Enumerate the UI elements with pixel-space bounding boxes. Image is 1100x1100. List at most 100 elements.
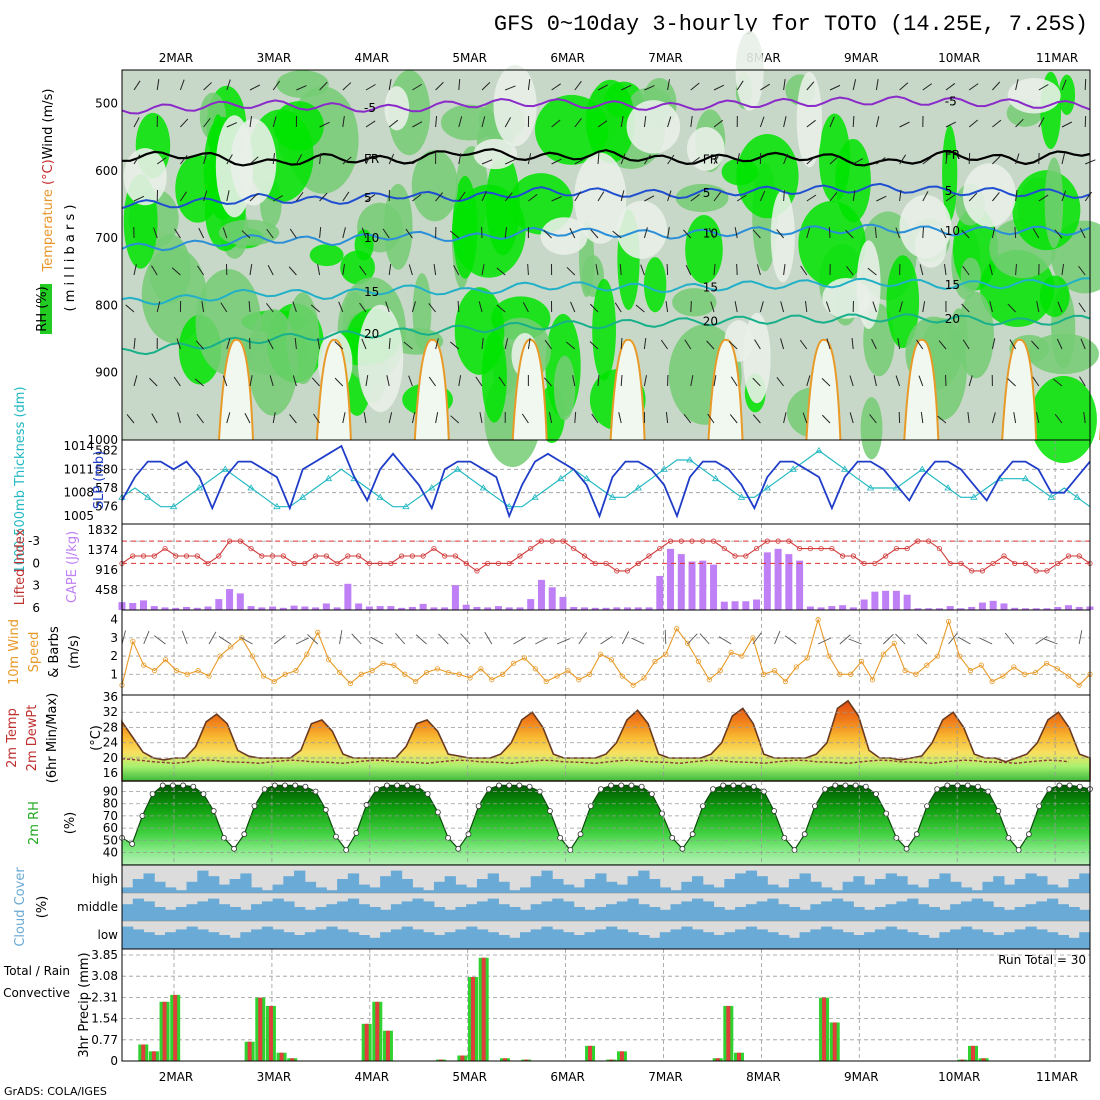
cloud-low-bar — [229, 937, 241, 949]
wind-speed-marker — [837, 671, 843, 677]
wind-barb — [706, 340, 715, 350]
wind-barb — [481, 159, 493, 165]
lifted-index-marker — [807, 545, 813, 552]
rh-marker — [445, 834, 451, 841]
wind-barb — [736, 194, 747, 202]
cloud-low-bar — [272, 929, 284, 949]
cloud-high-bar — [595, 873, 607, 893]
cloud-high-bar — [810, 881, 822, 893]
cloud-high-bar — [939, 873, 951, 893]
wind-barb — [133, 80, 141, 91]
cape-bar — [624, 607, 632, 610]
wind-barb — [156, 301, 161, 313]
wind-barb — [667, 116, 672, 128]
wind-barb-10m — [370, 636, 384, 645]
wind-barb — [591, 413, 599, 424]
cloud-high-bar — [509, 890, 521, 893]
cloud-low-bar — [401, 926, 413, 949]
date-label-top: 5MAR — [452, 51, 487, 65]
thickness-marker — [428, 484, 436, 491]
wind-barb-10m — [351, 633, 362, 645]
cloud-low-bar — [638, 935, 650, 949]
wind-barb — [754, 339, 761, 350]
precip-convective-bar — [162, 1001, 167, 1061]
cloud-high-bar — [778, 887, 790, 893]
wind-speed-marker — [413, 678, 419, 685]
wind-barb — [1054, 414, 1063, 424]
wind-speed-marker — [521, 655, 528, 661]
cloud-high-bar — [272, 884, 284, 893]
lifted-index-marker — [883, 553, 889, 559]
wind-speed-marker — [1054, 666, 1060, 672]
wind-barb — [780, 301, 785, 313]
rh-dry-area — [743, 312, 771, 404]
cloud-middle-bar — [907, 898, 919, 921]
wind-barb — [667, 227, 670, 239]
wind-barb — [266, 303, 274, 313]
cloud-high-bar — [649, 879, 661, 893]
cape-bar — [613, 607, 621, 610]
surface-warm-contour — [903, 338, 940, 441]
cloud-low-bar — [369, 937, 381, 949]
rh-marker — [180, 782, 187, 789]
wind-speed-marker — [282, 671, 288, 677]
cloud-middle-bar — [530, 904, 542, 921]
wind-axis-label-4: (m/s) — [67, 635, 82, 669]
rh-axis-label: RH (%) — [35, 286, 50, 331]
wind-barb — [411, 301, 416, 313]
cloud-middle-bar — [971, 898, 983, 921]
wind-barb — [643, 338, 647, 350]
wind-barb — [458, 191, 466, 202]
wind-barb-10m — [395, 633, 406, 645]
temperature-contour — [121, 95, 1091, 115]
wind-barb — [597, 84, 608, 91]
precip-convective-bar — [715, 1058, 720, 1061]
wind-barb — [665, 412, 669, 424]
wind-barb — [945, 121, 957, 128]
cloud-low-bar — [455, 929, 467, 949]
temperature-contour — [122, 148, 1091, 167]
wind-speed-marker — [782, 678, 789, 685]
rh-marker — [699, 803, 706, 810]
slp-axis-label: SLP (mb) — [92, 451, 107, 510]
rh-marker — [424, 791, 431, 797]
cloud-high-bar — [842, 881, 854, 893]
cloud-high-bar — [218, 884, 231, 893]
cloud-middle-bar — [272, 898, 284, 921]
lifted-index-marker — [581, 553, 588, 559]
date-label-top: 3MAR — [257, 51, 292, 65]
cloud-high-bar — [735, 873, 747, 893]
cloud-middle-bar — [197, 901, 209, 921]
wind-barb — [968, 192, 978, 202]
cloud-high-bar — [401, 879, 413, 893]
wind-barb — [342, 227, 346, 239]
wind-barb — [504, 158, 516, 165]
wind-barb — [752, 414, 761, 424]
cloud-low-bar — [433, 935, 446, 949]
cloud-middle-bar — [982, 901, 994, 921]
cloud-high-bar — [788, 879, 801, 893]
cloud-high-bar — [756, 876, 768, 893]
cape-bar — [548, 587, 556, 610]
lifted-index-marker — [775, 538, 781, 544]
wind-barb-10m — [513, 636, 526, 645]
wind-barb — [388, 153, 395, 165]
contour-label: -5 — [945, 94, 957, 108]
wind-speed-marker — [141, 662, 147, 668]
wind-barb — [783, 189, 785, 202]
cloud-high-bar — [960, 887, 973, 893]
cape-bar — [290, 605, 298, 610]
surface-warm-contour — [218, 338, 254, 441]
cloud-low-bar — [627, 932, 639, 949]
wind-barb-10m — [1035, 635, 1048, 645]
cloud-middle-bar — [960, 901, 973, 921]
precip-tick: 0 — [110, 1054, 118, 1068]
wind-barb — [922, 301, 926, 313]
wind-barb — [590, 229, 599, 239]
cape-tick: 1374 — [87, 543, 118, 557]
cloud-middle-bar — [595, 907, 607, 921]
wind-barb — [1078, 302, 1086, 313]
rh-area — [960, 257, 981, 293]
wind-speed-marker — [423, 669, 430, 676]
wind-barb — [920, 412, 924, 424]
